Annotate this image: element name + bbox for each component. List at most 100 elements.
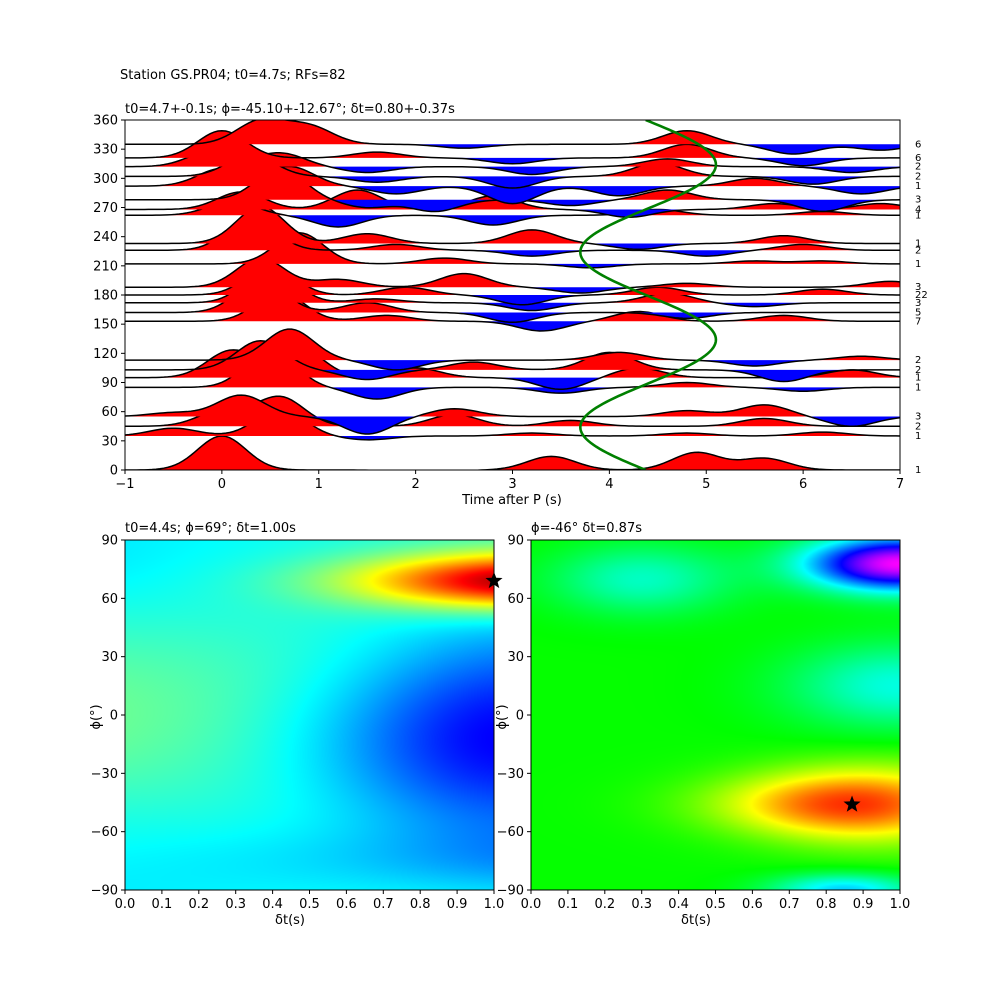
- energy-map-right-best-fit-star: [843, 795, 861, 812]
- heatmap-x-tick-label: 0.6: [336, 897, 357, 912]
- energy-map-left-x-label: δt(s): [275, 913, 305, 928]
- rf-trace-line: [125, 129, 900, 167]
- rf-trace-negative-fill: [125, 295, 900, 305]
- heatmap-y-tick-label: 60: [101, 592, 118, 607]
- rf-trace-positive-fill: [125, 206, 900, 244]
- rf-trace-count: 2: [915, 365, 921, 376]
- rf-trace-line: [125, 328, 900, 371]
- rf-x-tick-label: 7: [896, 477, 904, 492]
- energy-map-left-panel: t0=4.4s; ϕ=69°; δt=1.00s −90 −60 −30 0 30 60 9…: [89, 521, 504, 928]
- energy-map-right-image: [531, 540, 900, 890]
- rf-x-tick-label: 2: [411, 477, 419, 492]
- heatmap-x-tick-label: 1.0: [484, 897, 505, 912]
- energy-map-left-title: t0=4.4s; ϕ=69°; δt=1.00s: [125, 521, 296, 536]
- energy-map-left-image: [125, 540, 494, 890]
- rf-trace-positive-fill: [125, 201, 900, 216]
- rf-y-tick-label: 120: [93, 347, 118, 362]
- heatmap-x-tick-label: 0.0: [521, 897, 542, 912]
- energy-map-right-title: ϕ=-46° δt=0.87s: [531, 521, 642, 536]
- rf-trace-line: [125, 394, 900, 435]
- heatmap-y-tick-label: −60: [91, 825, 118, 840]
- heatmap-x-tick-label: 0.9: [853, 897, 874, 912]
- rf-trace-count: 2: [915, 355, 921, 366]
- rf-trace-count: 6: [915, 153, 921, 164]
- rf-trace-line: [125, 120, 900, 155]
- rf-trace-line: [125, 232, 900, 269]
- rf-panel: t0=4.7+-0.1s; ϕ=-45.10+-12.67°; δt=0.80+…: [93, 102, 928, 508]
- heatmap-x-tick-label: 0.4: [262, 897, 283, 912]
- heatmap-x-tick-label: 0.3: [225, 897, 246, 912]
- rf-trace-positive-fill: [125, 395, 900, 417]
- energy-map-right-y-label: ϕ(°): [495, 704, 510, 729]
- rf-trace-count: 7: [915, 316, 921, 327]
- figure-suptitle: Station GS.PR04; t0=4.7s; RFs=82: [120, 68, 346, 83]
- rf-x-tick-label: 5: [702, 477, 710, 492]
- rf-trace-count: 3: [915, 282, 921, 293]
- heatmap-x-tick-label: 1.0: [890, 897, 911, 912]
- energy-map-right-x-axis: 0.0 0.1 0.2 0.3 0.4 0.5 0.6 0.7 0.8 0.9 1.0: [521, 890, 911, 912]
- rf-trace-positive-fill: [125, 258, 900, 288]
- rf-y-tick-label: 90: [101, 376, 118, 391]
- rf-y-tick-label: 360: [93, 114, 118, 129]
- heatmap-y-tick-label: −90: [91, 884, 118, 899]
- heatmap-x-tick-label: 0.2: [188, 897, 209, 912]
- rf-trace-positive-fill: [125, 435, 900, 470]
- energy-map-left-x-axis: 0.0 0.1 0.2 0.3 0.4 0.5 0.6 0.7 0.8 0.9 1.0: [115, 890, 505, 912]
- rf-y-axis: 0 30 60 90 120 150 180 210 240 270 300 330 360: [93, 114, 125, 479]
- rf-trace-count: 3: [915, 195, 921, 206]
- energy-map-left-y-label: ϕ(°): [89, 704, 104, 729]
- heatmap-x-tick-label: 0.0: [115, 897, 136, 912]
- rf-trace-count: 1: [915, 238, 921, 249]
- rf-trace-negative-fill: [125, 302, 900, 311]
- rf-trace-count: 1: [915, 373, 921, 384]
- rf-trace-negative-fill: [125, 435, 900, 440]
- heatmap-x-tick-label: 0.3: [631, 897, 652, 912]
- rf-y-tick-label: 270: [93, 201, 118, 216]
- heatmap-x-tick-label: 0.8: [410, 897, 431, 912]
- heatmap-x-tick-label: 0.5: [299, 897, 320, 912]
- rf-trace-positive-fill: [125, 329, 900, 361]
- rf-x-tick-label: 6: [799, 477, 807, 492]
- rf-y-tick-label: 30: [101, 434, 118, 449]
- rf-trace-count: 2: [915, 421, 921, 432]
- rf-trace-negative-fill: [125, 369, 900, 382]
- rf-trace-count: 1: [915, 465, 921, 476]
- rf-trace-count: 4: [915, 204, 921, 215]
- heatmap-y-tick-label: 30: [101, 650, 118, 665]
- rf-trace-negative-fill: [125, 387, 900, 400]
- rf-trace-positive-fill: [125, 166, 900, 187]
- heatmap-y-tick-label: −60: [497, 825, 524, 840]
- rf-x-tick-label: 4: [605, 477, 613, 492]
- heatmap-x-tick-label: 0.2: [594, 897, 615, 912]
- rf-trace-negative-fill: [125, 176, 900, 189]
- energy-map-left-best-fit-star: [485, 571, 503, 589]
- rf-trace-count: 1: [915, 259, 921, 270]
- rf-trace-count: 1: [915, 431, 921, 442]
- rf-y-tick-label: 0: [110, 464, 118, 479]
- rf-trace-line: [125, 339, 900, 383]
- heatmap-y-tick-label: 90: [507, 534, 524, 549]
- rf-x-tick-label: 0: [218, 477, 226, 492]
- rf-trace-count: 5: [915, 308, 921, 319]
- rf-y-tick-label: 210: [93, 259, 118, 274]
- rf-trace-count: 2: [915, 162, 921, 173]
- rf-panel-title: t0=4.7+-0.1s; ϕ=-45.10+-12.67°; δt=0.80+…: [125, 102, 455, 117]
- rf-y-tick-label: 240: [93, 230, 118, 245]
- energy-map-right-y-axis: −90 −60 −30 0 30 60 90: [497, 534, 531, 899]
- rf-trace-count: 1: [915, 181, 921, 192]
- heatmap-y-tick-label: −30: [497, 767, 524, 782]
- heatmap-x-tick-label: 0.6: [742, 897, 763, 912]
- rf-x-tick-label: 1: [315, 477, 323, 492]
- rf-x-label: Time after P (s): [461, 493, 562, 508]
- heatmap-y-tick-label: 0: [110, 709, 118, 724]
- rf-trace-positive-fill: [125, 120, 900, 145]
- rf-trace-negative-fill: [125, 250, 900, 257]
- rf-trace-count: 22: [915, 290, 928, 301]
- rf-trace-negative-fill: [125, 199, 900, 212]
- rf-trace-count: 2: [915, 171, 921, 182]
- rf-trace-count: 3: [915, 412, 921, 423]
- heatmap-x-tick-label: 0.1: [152, 897, 173, 912]
- rf-trace-count: 3: [915, 298, 921, 309]
